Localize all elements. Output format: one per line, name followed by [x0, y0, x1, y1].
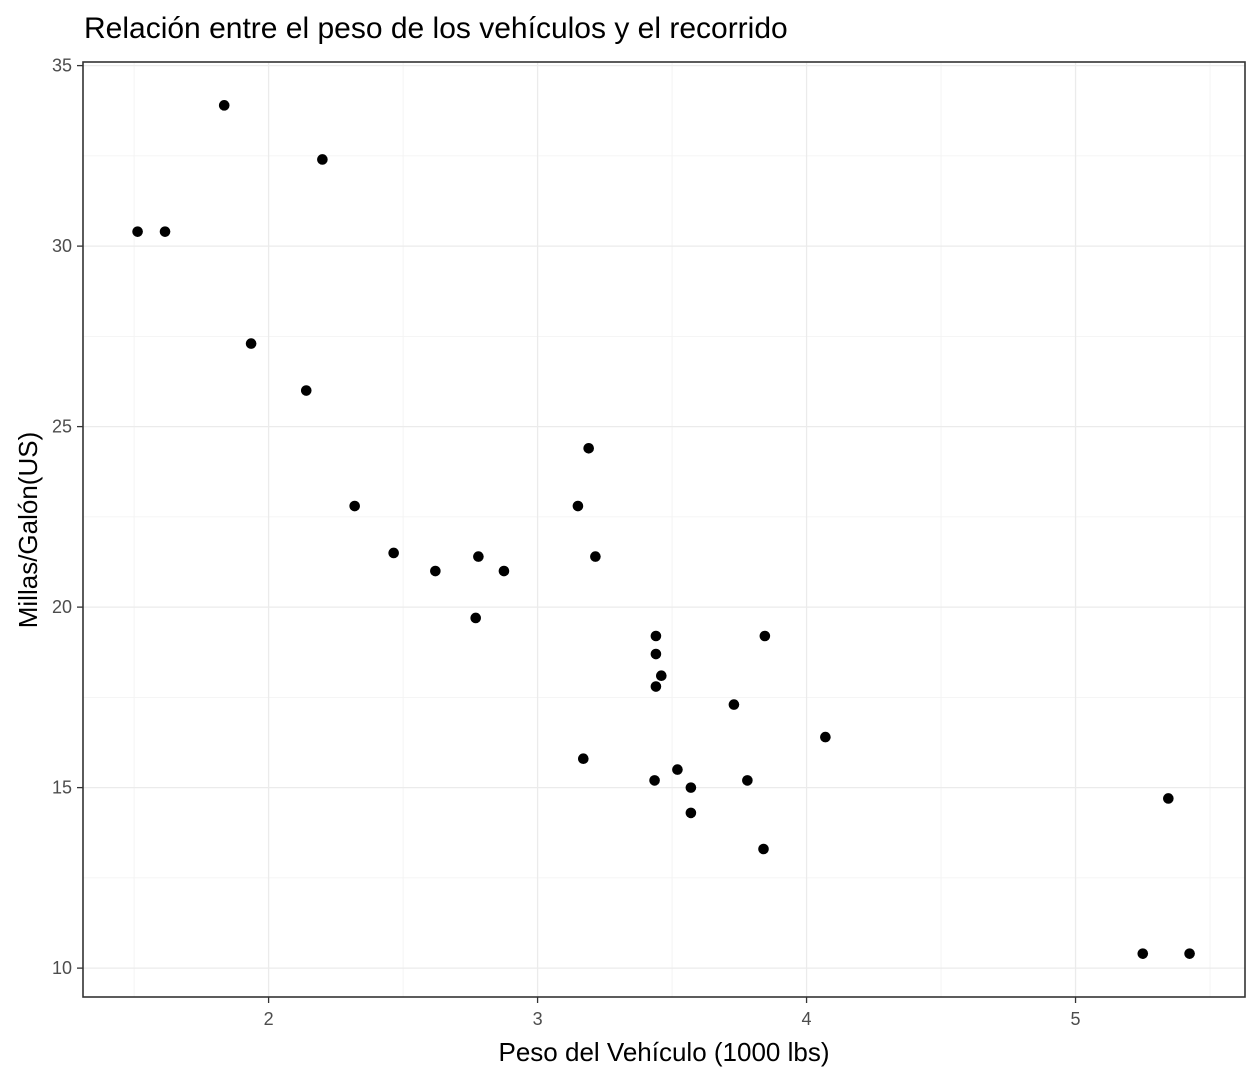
x-tick-label: 2	[264, 1009, 274, 1029]
x-tick-label: 5	[1071, 1009, 1081, 1029]
y-tick-label: 15	[52, 778, 72, 798]
data-point	[583, 442, 594, 454]
x-axis-tick-labels: 2 3 4 5	[264, 1009, 1081, 1029]
data-point	[1163, 793, 1174, 804]
data-point	[218, 100, 230, 111]
data-point	[132, 226, 143, 237]
data-point	[650, 630, 662, 642]
data-point	[1137, 948, 1149, 959]
data-point	[742, 775, 753, 786]
data-point	[685, 782, 697, 793]
x-axis-title: Peso del Vehículo (1000 lbs)	[499, 1037, 830, 1067]
data-point	[473, 551, 484, 562]
data-point	[649, 775, 660, 786]
y-axis-title: Millas/Galón(US)	[13, 432, 43, 629]
data-points	[132, 100, 1195, 959]
data-point	[1184, 948, 1195, 959]
data-point	[590, 551, 601, 562]
data-point	[650, 648, 662, 660]
data-point	[759, 630, 771, 642]
data-point	[578, 753, 589, 765]
data-point	[317, 154, 328, 165]
y-tick-label: 30	[52, 236, 72, 256]
chart-title: Relación entre el peso de los vehículos …	[84, 12, 788, 45]
data-point	[728, 699, 740, 710]
data-point	[159, 226, 171, 237]
data-point	[388, 547, 399, 559]
y-tick-label: 35	[52, 56, 72, 76]
data-point	[672, 764, 683, 775]
data-point	[656, 670, 667, 682]
data-point	[758, 843, 769, 855]
y-tick-label: 20	[52, 597, 72, 617]
y-tick-label: 25	[52, 417, 72, 437]
y-axis-tick-labels: 10 15 20 25 30 35	[52, 56, 72, 979]
y-tick-label: 10	[52, 958, 72, 978]
panel-border	[82, 61, 1246, 998]
grid-lines	[83, 62, 1245, 997]
data-point	[245, 338, 257, 349]
axis-ticks	[77, 64, 1077, 1003]
data-point	[300, 385, 312, 396]
data-point	[572, 500, 584, 512]
data-point	[820, 731, 831, 743]
data-point	[498, 565, 510, 577]
data-point	[650, 681, 662, 692]
data-point	[430, 565, 441, 577]
x-tick-label: 4	[802, 1009, 812, 1029]
data-point	[349, 500, 360, 512]
x-tick-label: 3	[533, 1009, 543, 1029]
data-point	[685, 807, 697, 819]
data-point	[470, 612, 482, 624]
